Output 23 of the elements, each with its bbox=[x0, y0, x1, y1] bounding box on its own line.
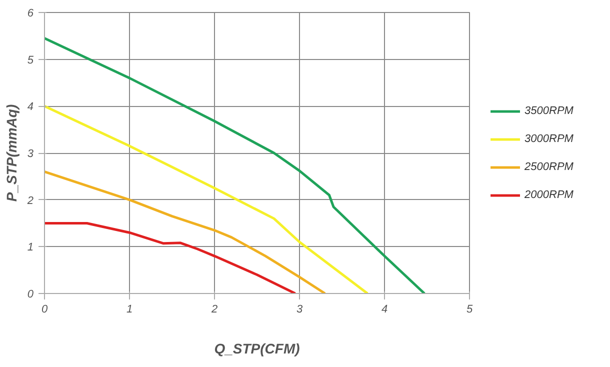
y-tick-label: 1 bbox=[27, 242, 34, 254]
y-tick-label: 5 bbox=[27, 54, 34, 66]
y-axis-title: P_STP(mmAq) bbox=[3, 104, 20, 202]
line-series bbox=[44, 222, 296, 294]
legend-label: 3500RPM bbox=[524, 104, 574, 116]
y-tick-label: 3 bbox=[27, 148, 34, 160]
x-tick-label: 2 bbox=[210, 304, 218, 316]
line-series bbox=[44, 170, 326, 294]
legend-label: 3000RPM bbox=[524, 132, 574, 144]
line-series bbox=[44, 104, 369, 294]
y-tick-label: 4 bbox=[27, 101, 34, 114]
legend-label: 2500RPM bbox=[524, 160, 574, 172]
x-tick-label: 3 bbox=[296, 304, 304, 316]
x-tick-label: 0 bbox=[41, 304, 48, 316]
x-tick-label: 5 bbox=[466, 304, 474, 316]
x-axis-title: Q_STP(CFM) bbox=[214, 340, 300, 356]
y-tick-label: 6 bbox=[27, 8, 34, 20]
y-tick-label: 0 bbox=[27, 288, 34, 300]
legend-label: 2000RPM bbox=[524, 188, 574, 200]
x-tick-label: 4 bbox=[381, 304, 388, 316]
x-tick-label: 1 bbox=[126, 304, 133, 316]
line-series bbox=[44, 37, 426, 294]
y-tick-label: 2 bbox=[26, 194, 34, 207]
